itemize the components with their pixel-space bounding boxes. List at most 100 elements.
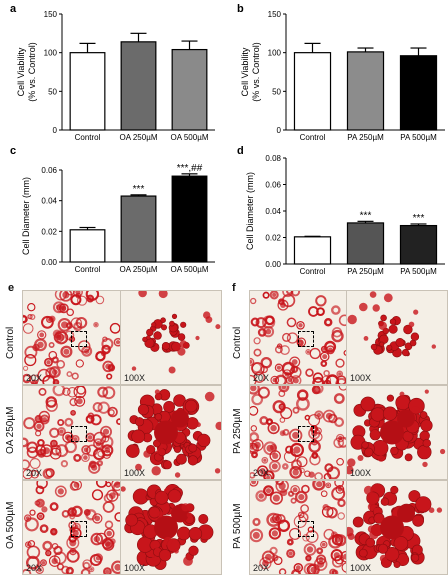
x-tick-label: Control (300, 133, 326, 142)
cell-closeup (131, 291, 221, 374)
y-axis-label-line: Cell Diameter (mm) (245, 172, 255, 250)
significance-label: *** (133, 184, 145, 195)
magnification-label: 20X (253, 373, 270, 383)
y-axis-label-line: Cell Viability (16, 47, 26, 96)
y-tick-label: 0.06 (265, 181, 281, 190)
zoom-box (71, 331, 87, 347)
x-tick-label: PA 250µM (347, 133, 384, 142)
micrograph-low-mag: 20X (249, 385, 348, 480)
magnification-label: 100X (350, 373, 372, 383)
micrograph-low-mag: 20X (22, 290, 121, 385)
cell-closeup (347, 483, 443, 568)
bar (293, 236, 332, 265)
x-tick-label: OA 500µM (171, 133, 209, 142)
row-label: Control (5, 326, 16, 359)
y-tick-label: 100 (268, 49, 282, 58)
bar (399, 55, 438, 131)
magnification-label: 20X (26, 563, 43, 573)
y-tick-label: 0.04 (265, 207, 281, 216)
cell-closeup (121, 484, 214, 570)
y-tick-label: 150 (268, 10, 282, 19)
significance-label: ***,## (177, 163, 203, 174)
x-tick-label: PA 500µM (400, 133, 437, 142)
zoom-box (298, 331, 314, 347)
y-axis-label: Cell Viability(% vs. Control) (240, 42, 261, 102)
row-label: OA 500µM (5, 501, 16, 549)
micrograph-low-mag: 20X (22, 385, 121, 480)
x-tick-label: OA 250µM (120, 133, 158, 142)
significance-label: *** (413, 213, 425, 224)
bar (399, 224, 438, 265)
panel-label: e (8, 282, 15, 294)
micrograph-low-mag: 20X (22, 480, 121, 575)
zoom-box (298, 521, 314, 537)
bar (171, 48, 208, 131)
cell-field (23, 291, 120, 384)
panel-label: f (232, 282, 236, 294)
bar (69, 229, 106, 263)
magnification-label: 20X (26, 468, 43, 478)
y-tick-label: 100 (44, 49, 58, 58)
y-tick-label: 0.00 (265, 260, 281, 269)
y-axis-label-line: (% vs. Control) (251, 42, 261, 102)
x-tick-label: OA 500µM (171, 265, 209, 274)
magnification-label: 20X (26, 373, 43, 383)
magnification-label: 20X (253, 468, 270, 478)
cell-field (250, 481, 347, 574)
y-tick-label: 0.00 (41, 258, 57, 267)
y-tick-label: 0 (277, 126, 282, 135)
bar (346, 51, 385, 131)
bar (293, 52, 332, 131)
row-label: PA 500µM (232, 502, 243, 549)
y-tick-label: 50 (272, 87, 281, 96)
magnification-label: 100X (124, 563, 146, 573)
bar (171, 175, 208, 263)
y-tick-label: 0.06 (41, 166, 57, 175)
y-axis-label: Cell Diameter (mm) (21, 177, 31, 255)
panel-label: b (237, 3, 244, 15)
y-tick-label: 0.02 (41, 227, 57, 236)
x-tick-label: PA 250µM (347, 267, 384, 276)
y-axis-label: Cell Diameter (mm) (245, 172, 255, 250)
magnification-label: 100X (350, 563, 372, 573)
zoom-box (71, 426, 87, 442)
x-tick-label: PA 500µM (400, 267, 437, 276)
bar (120, 41, 157, 131)
y-axis-label-line: (% vs. Control) (27, 42, 37, 102)
magnification-label: 100X (124, 468, 146, 478)
micrograph-high-mag: 100X (120, 290, 222, 385)
significance-label: *** (360, 210, 372, 221)
y-tick-label: 0.08 (265, 154, 281, 163)
bar (346, 222, 385, 265)
micrograph-high-mag: 100X (120, 385, 222, 480)
magnification-label: 100X (124, 373, 146, 383)
cell-field (250, 386, 347, 479)
x-tick-label: Control (300, 267, 326, 276)
micrograph-low-mag: 20X (249, 480, 348, 575)
micrograph-high-mag: 100X (346, 290, 448, 385)
row-label: OA 250µM (5, 406, 16, 454)
y-axis-label-line: Cell Diameter (mm) (21, 177, 31, 255)
y-tick-label: 0.02 (265, 234, 281, 243)
micrograph-low-mag: 20X (249, 290, 348, 385)
cell-field (250, 291, 347, 384)
micrograph-high-mag: 100X (346, 385, 448, 480)
panel-label: d (237, 145, 244, 157)
cell-closeup (347, 291, 436, 358)
y-axis-label-line: Cell Viability (240, 47, 250, 96)
panel-label: c (10, 145, 16, 157)
x-tick-label: Control (75, 265, 101, 274)
magnification-label: 20X (253, 563, 270, 573)
y-tick-label: 150 (44, 10, 58, 19)
cell-field (23, 386, 120, 479)
cell-closeup (126, 389, 221, 478)
row-label: PA 250µM (232, 407, 243, 454)
x-tick-label: Control (75, 133, 101, 142)
micrograph-high-mag: 100X (120, 480, 222, 575)
chart-panel-d: d 0.00 0.02 0.04 0.06 0.08 Cell Diameter (mm) C… (237, 145, 445, 276)
x-tick-label: OA 250µM (120, 265, 158, 274)
magnification-label: 100X (350, 468, 372, 478)
micrograph-high-mag: 100X (346, 480, 448, 575)
